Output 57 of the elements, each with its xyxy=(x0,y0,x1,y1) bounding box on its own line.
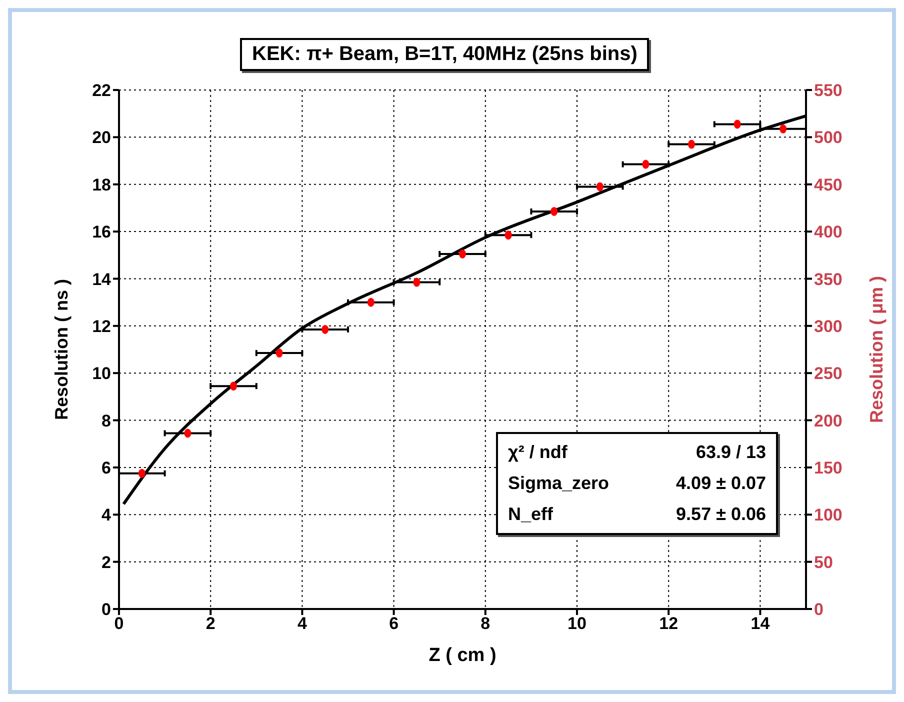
point xyxy=(642,160,650,169)
y-tick-label: 6 xyxy=(102,458,111,478)
y2-tick-label: 350 xyxy=(814,270,842,289)
annotation: χ² / ndf xyxy=(508,442,568,463)
point xyxy=(688,140,695,149)
y-axis-title: Resolution ( ns ) xyxy=(51,279,72,420)
point xyxy=(504,230,512,240)
y2-tick-label: 500 xyxy=(814,128,842,148)
y2-tick-label: 250 xyxy=(814,364,842,384)
y-tick-label: 20 xyxy=(92,128,111,148)
y2-tick-label: 300 xyxy=(814,316,842,336)
point xyxy=(184,428,192,438)
point xyxy=(322,324,329,334)
point xyxy=(413,278,420,287)
y2-tick-label: 150 xyxy=(814,458,842,478)
point xyxy=(596,182,604,192)
chart-title: KEK: π+ Beam, B=1T, 40MHz (25ns bins) xyxy=(240,38,650,71)
x-tick-label: 6 xyxy=(389,614,399,634)
x-tick-label: 8 xyxy=(480,614,490,634)
x-tick-label: 14 xyxy=(750,614,770,634)
y-tick-label: 18 xyxy=(92,175,111,194)
annotation: 9.57 ± 0.06 xyxy=(675,504,766,525)
point xyxy=(367,298,374,307)
y-tick-label: 2 xyxy=(102,552,111,572)
x-tick-label: 10 xyxy=(568,614,586,634)
y2-tick-label: 450 xyxy=(814,175,842,194)
y-tick-label: 8 xyxy=(102,411,111,430)
point xyxy=(230,382,237,391)
y2-tick-label: 200 xyxy=(814,411,842,430)
point xyxy=(138,468,146,478)
y2-axis-title: Resolution ( μm ) xyxy=(866,276,886,424)
point xyxy=(550,206,558,216)
x-tick-label: 0 xyxy=(114,614,124,634)
x-tick-label: 12 xyxy=(659,614,678,634)
annotation: 63.9 / 13 xyxy=(694,442,766,463)
y-tick-label: 10 xyxy=(92,364,111,384)
y-tick-label: 12 xyxy=(92,316,111,336)
y-tick-label: 16 xyxy=(92,222,111,242)
x-tick-label: 2 xyxy=(206,614,216,634)
annotation: N_eff xyxy=(508,504,554,525)
y-tick-label: 0 xyxy=(102,600,111,620)
y2-tick-label: 50 xyxy=(814,552,833,572)
y2-tick-label: 100 xyxy=(814,506,842,525)
annotation: 4.09 ± 0.07 xyxy=(675,473,766,494)
y-tick-label: 22 xyxy=(92,81,111,100)
point xyxy=(780,124,787,134)
y2-tick-label: 0 xyxy=(814,600,824,620)
y2-tick-label: 550 xyxy=(814,81,842,100)
y2-tick-label: 400 xyxy=(814,222,842,242)
point xyxy=(276,348,283,358)
annotation: Sigma_zero xyxy=(508,473,610,494)
point xyxy=(459,249,466,258)
y-tick-label: 14 xyxy=(92,270,112,289)
x-axis-title: Z ( cm ) xyxy=(428,645,496,666)
point xyxy=(734,120,741,129)
y-tick-label: 4 xyxy=(102,506,112,525)
x-tick-label: 4 xyxy=(297,614,308,634)
